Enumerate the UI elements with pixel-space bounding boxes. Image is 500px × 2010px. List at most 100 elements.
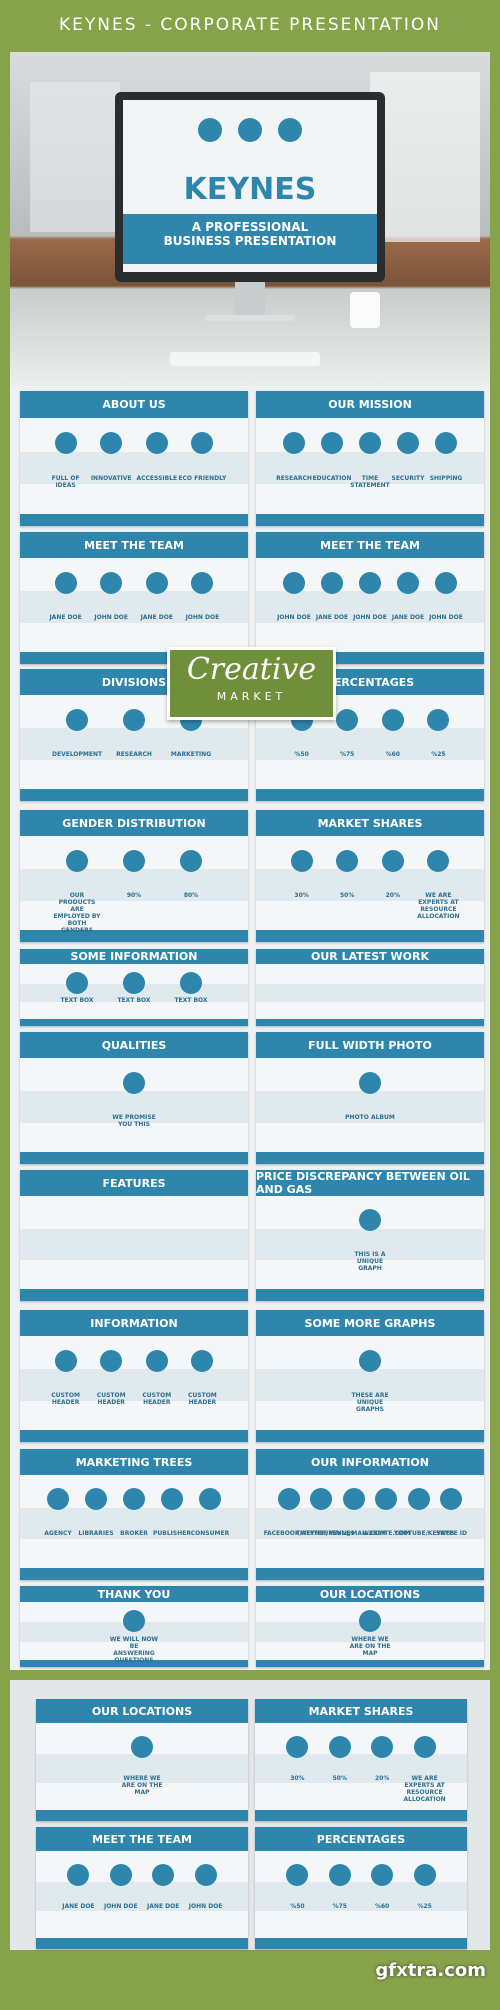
slide-icon [413, 1735, 436, 1758]
badge-bottom: MARKET [216, 690, 287, 703]
slide: Meet the Team JANE DOE JOHN DOE JANE DOE JOH… [20, 532, 248, 664]
slide-title: Meet the Team [20, 532, 248, 559]
slide-icon [123, 849, 145, 872]
slide-band [256, 869, 484, 902]
slide: Market Shares 30% 50% 20% WE ARE EXPERTS AT … [256, 810, 484, 942]
slide-icon [109, 1863, 132, 1886]
slide-label: LIBRARIES [78, 1530, 114, 1538]
slide: Our Locations WHERE WE ARE ON THE MAP [36, 1699, 248, 1821]
slide-footer [256, 1289, 484, 1301]
slide: Percentages %50 %75 %60 %25 [255, 1827, 467, 1949]
slide-icon [413, 1863, 436, 1886]
slide-icon [397, 571, 419, 594]
slide-band [36, 1753, 248, 1784]
slide-label: CUSTOM HEADER [96, 1391, 126, 1406]
slide-title: Price Discrepancy Between Oil and Gas [256, 1170, 484, 1197]
slide-footer [256, 1568, 484, 1580]
slide-icon [283, 571, 305, 594]
slide-band [20, 1091, 248, 1124]
slide-label: MARKETING [170, 750, 212, 758]
slide-label: YOUTUBE/KEYNES [393, 1530, 455, 1538]
slide-label: %25 [431, 750, 446, 758]
slide-label: JOHN DOE [277, 613, 311, 621]
slide-band [20, 1507, 248, 1540]
slide-title: Full Width Photo [256, 1032, 484, 1059]
slide-label: EDUCATION [312, 474, 352, 482]
slide-title: Meet the Team [36, 1827, 248, 1852]
slide-icon [359, 1610, 381, 1633]
slide-label: PUBLISHER [153, 1530, 191, 1538]
slide-label: JANE DOE [315, 613, 349, 621]
slide-label: ACCESSIBLE [136, 474, 178, 482]
slide: Some More Graphs THESE ARE UNIQUE GRAPHS [256, 1310, 484, 1442]
slide-band [20, 728, 248, 761]
slide-label: TWITTER/KEYNES [296, 1530, 355, 1538]
slide-title: Market Shares [255, 1699, 467, 1724]
slide-icon [290, 849, 313, 872]
slide-icon [54, 1349, 77, 1372]
slide-footer [256, 930, 484, 942]
slide-label: %75 [332, 1902, 347, 1910]
slide-icon [100, 571, 123, 594]
slide: Qualities WE PROMISE YOU THIS [20, 1032, 248, 1164]
slide-label: FACEBOOK/KEYNES [263, 1530, 329, 1538]
hero-scene [30, 72, 480, 366]
slide-icon [123, 972, 145, 995]
slide-title: Our Latest Work [256, 949, 484, 965]
slide-band [20, 1369, 248, 1402]
hero-subtitle: A PROFESSIONAL BUSINESS PRESENTATION [163, 220, 337, 248]
slide-icon [67, 1863, 90, 1886]
slide: Our Latest Work [256, 949, 484, 1026]
slide-label: 30% [294, 891, 309, 899]
slide-label: RESEARCH [276, 474, 312, 482]
slide: Our Mission RESEARCH EDUCATION TIME STATEME… [256, 391, 484, 526]
slide-icon [336, 849, 359, 872]
slide-band [256, 983, 484, 1003]
slide-icon [194, 1863, 217, 1886]
slide-label: WEBSITE.COM [362, 1530, 411, 1538]
slide-label: SHIPPING [429, 474, 463, 482]
slide-footer [255, 1810, 467, 1821]
slide-label: RESEARCH [116, 750, 152, 758]
slide-band [256, 591, 484, 624]
slide-title: About Us [20, 391, 248, 418]
slide: Our Locations WHERE WE ARE ON THE MAP [256, 1586, 484, 1667]
slide-icon [381, 849, 404, 872]
slide-icon [191, 1349, 214, 1372]
slide-icon [359, 431, 381, 454]
slide-icon [180, 972, 202, 995]
slide-label: WE ARE EXPERTS AT RESOURCE ALLOCATION [403, 1774, 446, 1803]
slide-footer [20, 513, 248, 526]
slide-label: SECURITY [391, 474, 425, 482]
slide-footer [20, 1659, 248, 1667]
slide-label: THIS IS A UNIQUE GRAPH [354, 1251, 386, 1273]
slide-icon [359, 1071, 381, 1094]
hero-photo: KEYNES A PROFESSIONAL BUSINESS PRESENTAT… [10, 52, 490, 386]
slide-label: 50% [340, 891, 355, 899]
slide-label: PHOTO ALBUM [345, 1113, 395, 1121]
slide-band [256, 1622, 484, 1642]
slide-icon [191, 431, 214, 454]
slide-footer [255, 1938, 467, 1949]
slide-title: Our Mission [256, 391, 484, 418]
slide-footer [256, 1019, 484, 1026]
slide-icon [336, 708, 359, 731]
slide: Thank You WE WILL NOW BE ANSWERING QUESTI… [20, 1586, 248, 1667]
slide-icon [66, 708, 88, 731]
slide-label: %50 [294, 750, 309, 758]
slide-icon [427, 708, 450, 731]
slide: About Us FULL OF IDEAS INNOVATIVE ACCESSIBL… [20, 391, 248, 526]
slide-icon [152, 1863, 175, 1886]
slide-label: %60 [375, 1902, 390, 1910]
slide-label: AGENCY [44, 1530, 72, 1538]
slide-footer [20, 1430, 248, 1442]
slide: Features [20, 1170, 248, 1301]
slide-icon [407, 1488, 430, 1511]
slide-label: 50% [332, 1774, 347, 1782]
slide-icon [131, 1735, 153, 1758]
slide-icon [359, 1349, 381, 1372]
slide-label: JANE DOE [140, 613, 173, 621]
slide-label: JANE DOE [62, 1902, 95, 1910]
slide-footer [36, 1938, 248, 1949]
slide-icon [286, 1863, 309, 1886]
